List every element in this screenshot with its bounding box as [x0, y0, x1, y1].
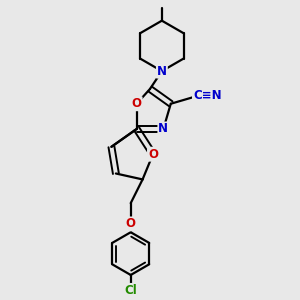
Text: O: O [132, 97, 142, 110]
Text: Cl: Cl [124, 284, 137, 297]
Text: N: N [158, 122, 168, 136]
Text: N: N [157, 64, 167, 78]
Text: O: O [126, 218, 136, 230]
Text: C≡N: C≡N [193, 89, 222, 102]
Text: O: O [148, 148, 158, 161]
